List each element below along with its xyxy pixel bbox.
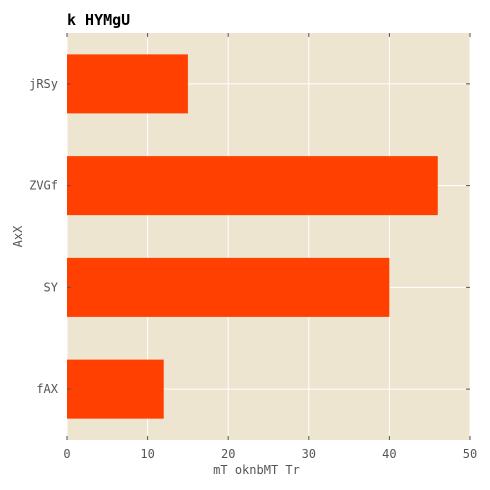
y-axis-label: AxX: [11, 225, 25, 247]
x-tick-label: 30: [302, 447, 316, 461]
x-axis-ticks: 0 10 20 30 40 50: [63, 33, 477, 461]
y-tick-label: fAX: [36, 382, 58, 396]
y-axis-ticks: jRSy ZVGf SY fAX: [29, 77, 470, 396]
y-tick-label: SY: [44, 280, 59, 294]
x-axis-label: mT oknbMT Tr: [213, 463, 300, 477]
x-tick-label: 40: [382, 447, 396, 461]
bars: [67, 54, 438, 419]
bar-ZVGf: [67, 156, 438, 216]
bar-SY: [67, 257, 390, 317]
bar-jRSy: [67, 54, 188, 114]
x-tick-label: 10: [140, 447, 154, 461]
x-tick-label: 0: [63, 447, 70, 461]
y-tick-label: ZVGf: [29, 179, 58, 193]
y-tick-label: jRSy: [29, 77, 58, 91]
chart-title: k HYMgU: [67, 11, 130, 29]
x-tick-label: 50: [463, 447, 477, 461]
bar-fAX: [67, 359, 164, 419]
x-tick-label: 20: [221, 447, 235, 461]
